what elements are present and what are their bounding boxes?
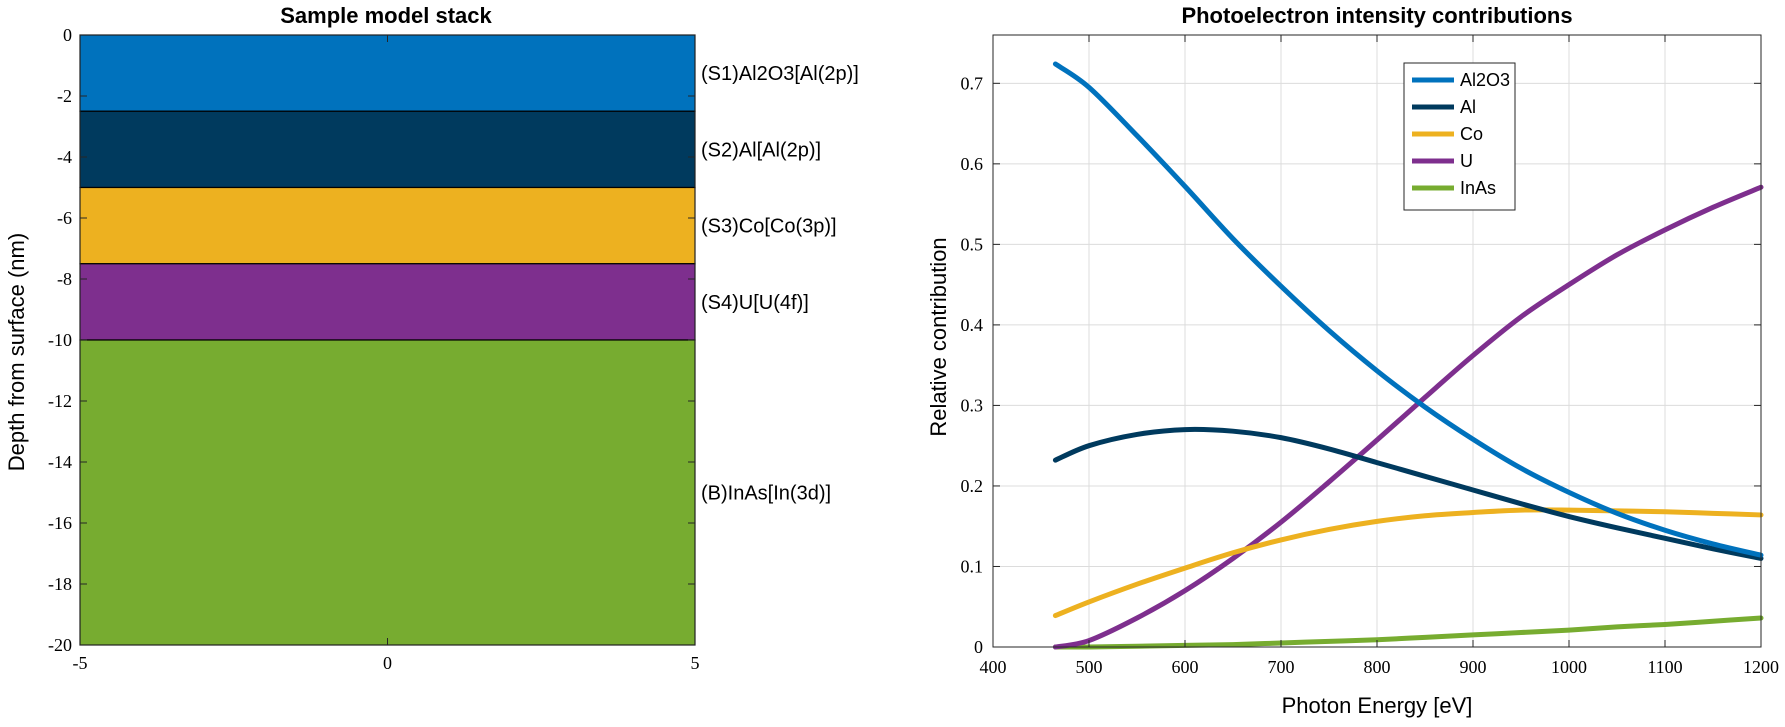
y-tick-label: 0.2 [961, 476, 984, 496]
layer-rect [79, 110, 696, 189]
y-tick-label: -6 [57, 208, 72, 228]
legend-label: InAs [1460, 178, 1496, 198]
layer-label: (S3)Co[Co(3p)] [701, 216, 837, 238]
series-line-inas [1052, 615, 1764, 650]
left-chart-title: Sample model stack [280, 3, 492, 28]
y-tick-label: -12 [48, 391, 72, 411]
legend-label: Al2O3 [1460, 70, 1510, 90]
x-tick-label: 0 [383, 653, 392, 673]
layer-label: (S4)U[U(4f)] [701, 292, 809, 314]
series-line-u [1052, 184, 1764, 650]
y-tick-label: 0.3 [961, 395, 984, 415]
layer-rect [79, 339, 696, 646]
left-axes: 0 -2 -4 -6 -8 -10 -12 -14 -16 -18 -20-5 0 5 [48, 25, 700, 673]
x-tick-label: 500 [1076, 657, 1103, 677]
layer-rect [79, 186, 696, 265]
x-tick-label: 700 [1268, 657, 1295, 677]
x-tick-label: 1000 [1551, 657, 1587, 677]
right-chart-title: Photoelectron intensity contributions [1181, 3, 1572, 28]
line-chart-panel: Photoelectron intensity contributions Ph… [926, 3, 1779, 718]
left-y-axis-label: Depth from surface (nm) [4, 233, 29, 471]
x-tick-label: 900 [1460, 657, 1487, 677]
y-tick-label: -4 [57, 147, 72, 167]
series-line-co [1052, 507, 1764, 619]
legend: Al2O3 Al Co U InAs [1403, 62, 1516, 211]
layer-rects: (S1)Al2O3[Al(2p)] (S2)Al[Al(2p)] (S3)Co[Co… [79, 34, 859, 646]
right-x-axis-label: Photon Energy [eV] [1282, 693, 1473, 718]
layer-stack-panel: Sample model stack Depth from surface (n… [4, 3, 859, 673]
y-tick-label: -20 [48, 635, 72, 655]
layer-label: (B)InAs[In(3d)] [701, 483, 831, 505]
x-tick-label: 800 [1364, 657, 1391, 677]
series-lines [1052, 61, 1764, 650]
y-tick-label: 0.6 [961, 154, 984, 174]
legend-label: Al [1460, 97, 1476, 117]
series-line-al [1052, 426, 1764, 561]
y-tick-label: -8 [57, 269, 72, 289]
x-tick-label: 1100 [1647, 657, 1682, 677]
y-tick-label: -18 [48, 574, 72, 594]
x-tick-label: -5 [73, 653, 88, 673]
legend-label: U [1460, 151, 1473, 171]
right-axes: 0 0.1 0.2 0.3 0.4 0.5 0.6 0.7 400 500 600 700 800 900… [961, 34, 1779, 677]
layer-rect [79, 34, 696, 112]
y-tick-label: -2 [57, 86, 72, 106]
layer-label: (S1)Al2O3[Al(2p)] [701, 63, 859, 85]
y-tick-label: -10 [48, 330, 72, 350]
y-tick-label: -14 [48, 452, 72, 472]
layer-rect [79, 263, 696, 341]
y-tick-label: 0.7 [961, 73, 984, 93]
x-tick-label: 400 [980, 657, 1007, 677]
layer-label: (S2)Al[Al(2p)] [701, 139, 821, 161]
x-tick-label: 600 [1172, 657, 1199, 677]
series-line-al2o3 [1052, 61, 1764, 558]
y-tick-label: 0 [974, 637, 983, 657]
right-y-axis-label: Relative contribution [926, 237, 951, 436]
y-tick-label: 0.4 [961, 315, 984, 335]
y-tick-label: 0.5 [961, 234, 984, 254]
x-tick-label: 5 [691, 653, 700, 673]
x-tick-label: 1200 [1743, 657, 1779, 677]
y-tick-label: -16 [48, 513, 72, 533]
grid [992, 35, 1762, 648]
y-tick-label: 0.1 [961, 556, 984, 576]
legend-label: Co [1460, 124, 1483, 144]
y-tick-label: 0 [63, 25, 72, 45]
